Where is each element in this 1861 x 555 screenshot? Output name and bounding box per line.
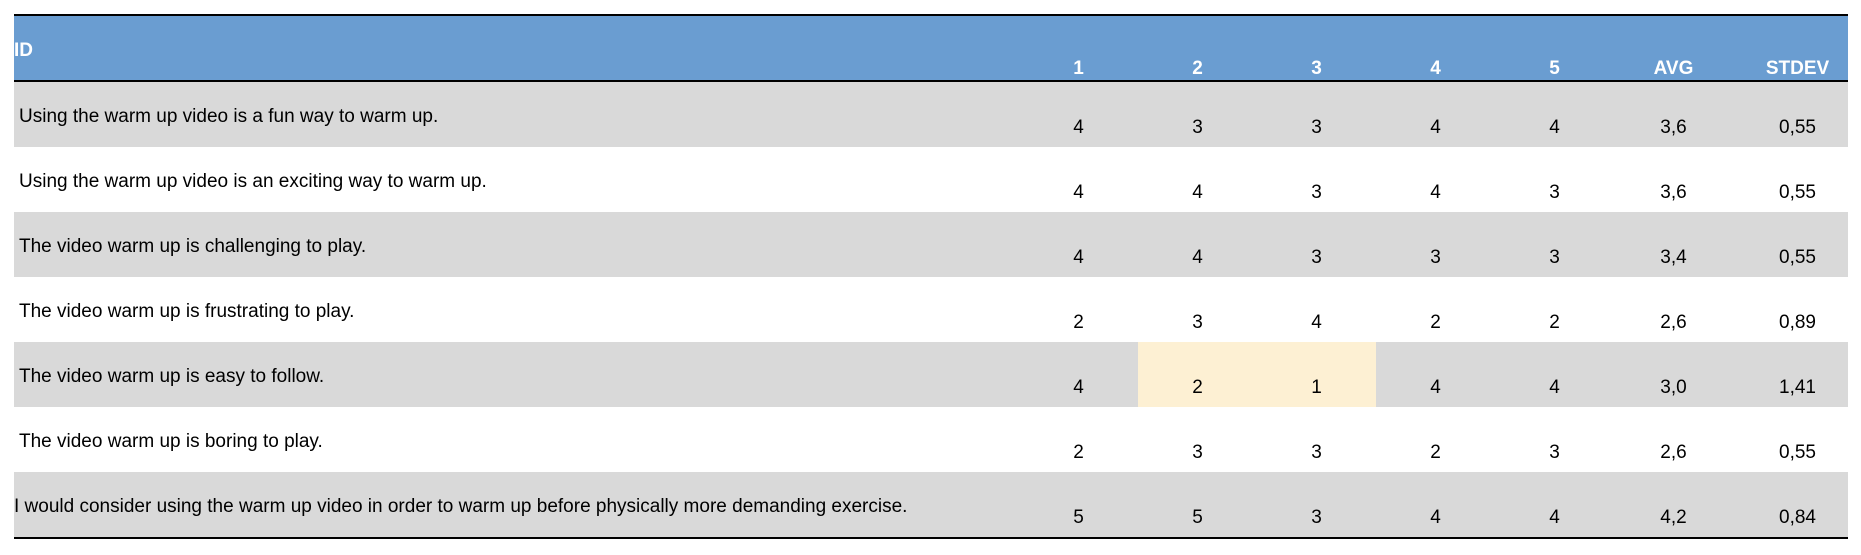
cell-3: 3	[1311, 182, 1322, 203]
header-col-5: 5	[1549, 58, 1560, 79]
row-question: The video warm up is frustrating to play…	[19, 301, 355, 322]
cell-3: 3	[1311, 507, 1322, 528]
cell-3: 3	[1311, 247, 1322, 268]
header-avg: AVG	[1653, 58, 1694, 79]
cell-1: 5	[1073, 507, 1084, 528]
survey-table: ID 1 2 3 4 5 AVG STDEV Using the warm up…	[14, 14, 1848, 539]
cell-2: 3	[1192, 312, 1203, 333]
row-question: The video warm up is challenging to play…	[19, 236, 367, 257]
cell-stdev: 0,55	[1779, 182, 1816, 203]
header-col-4: 4	[1430, 58, 1441, 79]
header-col-3: 3	[1311, 58, 1322, 79]
cell-2: 3	[1192, 442, 1203, 463]
row-question: The video warm up is boring to play.	[19, 431, 323, 452]
cell-1: 4	[1073, 247, 1084, 268]
cell-1: 2	[1073, 312, 1084, 333]
cell-5: 3	[1549, 247, 1560, 268]
cell-5: 3	[1549, 442, 1560, 463]
cell-avg: 2,6	[1660, 312, 1687, 333]
table-row: The video warm up is easy to follow. 4 2…	[14, 342, 1848, 407]
cell-5: 2	[1549, 312, 1560, 333]
cell-avg: 2,6	[1660, 442, 1687, 463]
table-row: The video warm up is frustrating to play…	[14, 277, 1848, 342]
cell-4: 4	[1430, 377, 1441, 398]
cell-1: 4	[1073, 182, 1084, 203]
row-question: Using the warm up video is a fun way to …	[19, 106, 439, 127]
header-stdev: STDEV	[1765, 58, 1830, 79]
cell-3-highlighted: 1	[1257, 342, 1376, 407]
header-id: ID	[14, 40, 33, 61]
cell-1: 4	[1073, 117, 1084, 138]
cell-1: 4	[1073, 377, 1084, 398]
cell-stdev: 0,55	[1779, 442, 1816, 463]
cell-2: 4	[1192, 182, 1203, 203]
cell-stdev: 0,55	[1779, 117, 1816, 138]
cell-avg: 3,6	[1660, 182, 1687, 203]
row-question: I would consider using the warm up video…	[14, 496, 908, 517]
cell-4: 4	[1430, 117, 1441, 138]
cell-4: 2	[1430, 312, 1441, 333]
table-row: The video warm up is challenging to play…	[14, 212, 1848, 277]
table-row: Using the warm up video is an exciting w…	[14, 147, 1848, 212]
cell-3: 4	[1311, 312, 1322, 333]
cell-stdev: 0,55	[1779, 247, 1816, 268]
cell-3: 3	[1311, 442, 1322, 463]
cell-avg: 3,0	[1660, 377, 1687, 398]
cell-5: 4	[1549, 377, 1560, 398]
cell-stdev: 1,41	[1779, 377, 1816, 398]
table-row: Using the warm up video is a fun way to …	[14, 82, 1848, 147]
cell-5: 4	[1549, 507, 1560, 528]
table-top-rule	[14, 14, 1848, 16]
cell-avg: 4,2	[1660, 507, 1687, 528]
row-question: The video warm up is easy to follow.	[19, 366, 325, 387]
table-header-row: ID 1 2 3 4 5 AVG STDEV	[14, 16, 1848, 80]
row-question: Using the warm up video is an exciting w…	[19, 171, 487, 192]
cell-4: 4	[1430, 182, 1441, 203]
cell-4: 4	[1430, 507, 1441, 528]
cell-2: 5	[1192, 507, 1203, 528]
cell-2-highlighted: 2	[1138, 342, 1257, 407]
header-col-2: 2	[1192, 58, 1203, 79]
cell-stdev: 0,84	[1779, 507, 1816, 528]
header-rule	[14, 80, 1848, 82]
cell-4: 2	[1430, 442, 1441, 463]
cell-3: 3	[1311, 117, 1322, 138]
cell-4: 3	[1430, 247, 1441, 268]
cell-2: 3	[1192, 117, 1203, 138]
cell-stdev: 0,89	[1779, 312, 1816, 333]
table-bottom-rule	[14, 537, 1848, 539]
cell-5: 3	[1549, 182, 1560, 203]
cell-avg: 3,6	[1660, 117, 1687, 138]
cell-1: 2	[1073, 442, 1084, 463]
table-row: The video warm up is boring to play. 2 3…	[14, 407, 1848, 472]
table-row: I would consider using the warm up video…	[14, 472, 1848, 537]
header-col-1: 1	[1073, 58, 1084, 79]
cell-5: 4	[1549, 117, 1560, 138]
cell-avg: 3,4	[1660, 247, 1687, 268]
cell-2: 4	[1192, 247, 1203, 268]
